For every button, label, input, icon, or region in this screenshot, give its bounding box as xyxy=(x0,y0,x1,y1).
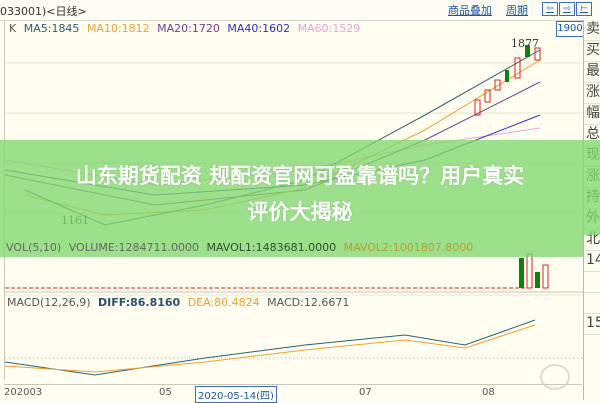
macd-legend: MACD(12,26,9) DIFF:86.8160 DEA:80.4824 M… xyxy=(7,296,350,309)
headline-overlay xyxy=(0,140,600,235)
volume-legend: VOL(5,10) VOLUME:1284711.0000 MAVOL1:148… xyxy=(6,241,474,254)
nav-buttons: ⇦ ⇨ ⊢ xyxy=(542,2,592,18)
title-bar: 033001)<日线> 商品叠加 周期 ⇦ ⇨ ⊢ xyxy=(0,0,600,21)
overlay-link[interactable]: 商品叠加 xyxy=(448,4,492,17)
kline-legend: K MA5:1845 MA10:1812 MA20:1720 MA40:1602… xyxy=(9,22,361,35)
volume-legend-overlay xyxy=(0,235,583,257)
period-link[interactable]: 周期 xyxy=(506,4,528,17)
window-title: 033001)<日线> xyxy=(0,5,87,18)
prev-icon[interactable]: ⇦ xyxy=(542,2,558,16)
chart-area[interactable]: 1877 1161 K MA5:1845 MA10:1812 MA20:1720… xyxy=(4,20,583,380)
watermark-icon xyxy=(540,364,570,390)
headline: 山东期货配资 规配资官网可盈靠谱吗？用户真实 评价大揭秘 xyxy=(75,164,525,224)
next-icon[interactable]: ⇨ xyxy=(559,2,575,16)
end-icon[interactable]: ⊢ xyxy=(576,2,592,16)
top-links: 商品叠加 周期 ⇦ ⇨ ⊢ xyxy=(448,2,592,18)
svg-text:1877: 1877 xyxy=(511,37,539,50)
price-box: 1900 xyxy=(556,21,584,37)
selected-date: 2020-05-14(四) xyxy=(195,386,277,403)
x-axis: 202003 05 07 08 xyxy=(4,384,582,401)
